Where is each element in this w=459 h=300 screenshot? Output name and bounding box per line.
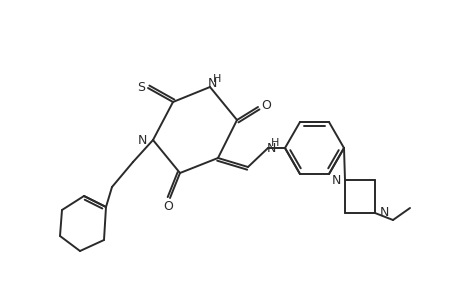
Text: H: H bbox=[213, 74, 221, 84]
Text: H: H bbox=[270, 138, 279, 148]
Text: N: N bbox=[207, 76, 216, 89]
Text: N: N bbox=[379, 206, 388, 220]
Text: N: N bbox=[137, 134, 146, 148]
Text: O: O bbox=[261, 98, 270, 112]
Text: N: N bbox=[266, 142, 275, 154]
Text: S: S bbox=[137, 80, 145, 94]
Text: N: N bbox=[330, 173, 340, 187]
Text: O: O bbox=[162, 200, 173, 214]
